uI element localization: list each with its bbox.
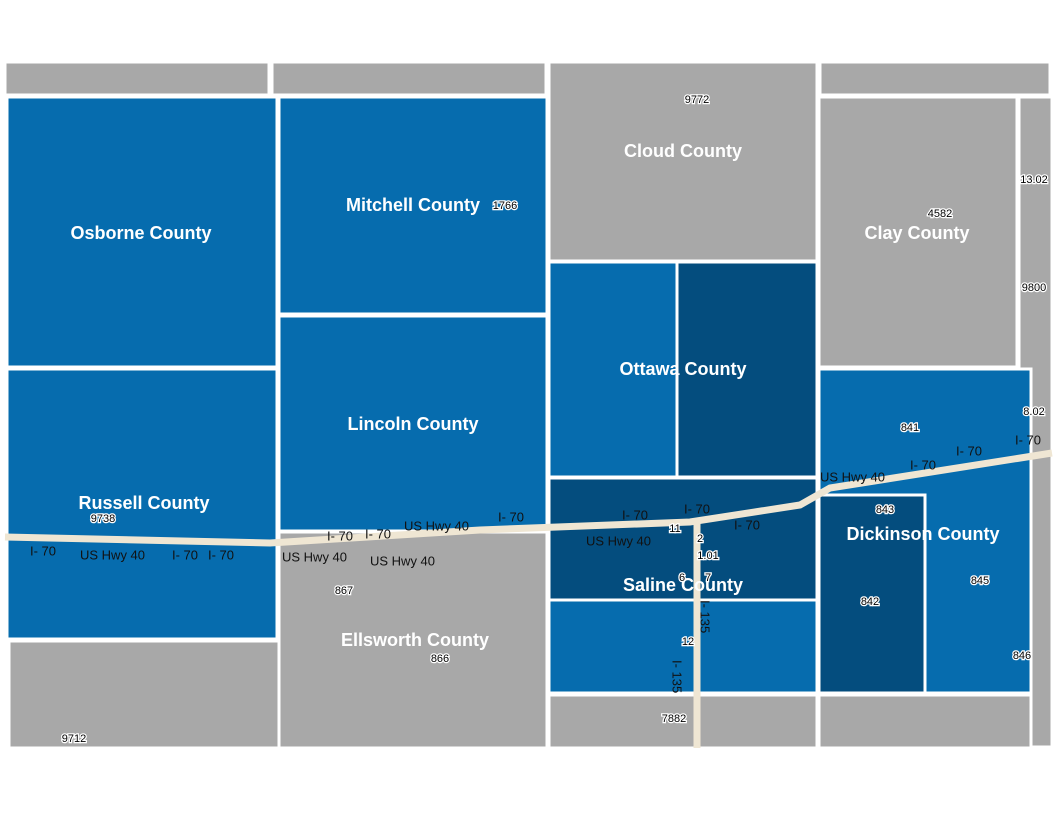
tract-label: 12 xyxy=(682,636,694,648)
county-area xyxy=(547,60,819,263)
tract-label: 9738 xyxy=(91,513,115,525)
road-label: US Hwy 40 xyxy=(586,533,651,548)
road-label: I- 70 xyxy=(498,509,524,524)
road-label: I- 70 xyxy=(208,547,234,562)
county-area xyxy=(7,639,281,750)
county-area xyxy=(818,60,1052,97)
county-label: Mitchell County xyxy=(346,195,480,215)
county-label: Ellsworth County xyxy=(341,630,489,650)
tract-label: 7882 xyxy=(662,713,686,725)
county-area xyxy=(277,95,549,316)
county-label: Lincoln County xyxy=(348,414,479,434)
county-shapes xyxy=(3,60,1054,750)
road-label: I- 70 xyxy=(327,528,353,543)
road-label: I- 70 xyxy=(1015,432,1041,447)
road-label: I- 70 xyxy=(365,526,391,541)
road-label: I- 135 xyxy=(698,600,713,633)
county-label: Saline County xyxy=(623,575,743,595)
tract-label: 6 xyxy=(679,572,685,584)
tract-label: 7 xyxy=(705,572,711,584)
tract-label: 2 xyxy=(697,533,703,545)
tract-label: 867 xyxy=(335,585,353,597)
county-label: Dickinson County xyxy=(846,524,999,544)
county-label: Clay County xyxy=(864,223,969,243)
road-label: I- 70 xyxy=(910,457,936,472)
road-label: US Hwy 40 xyxy=(404,518,469,533)
tract-label: 11 xyxy=(669,523,680,535)
county-label: Osborne County xyxy=(70,223,211,243)
county-area xyxy=(817,693,1033,750)
road-label: US Hwy 40 xyxy=(370,553,435,568)
county-area xyxy=(5,367,279,641)
county-area xyxy=(5,95,279,369)
tract-label: 845 xyxy=(971,575,989,587)
road-label: US Hwy 40 xyxy=(820,469,885,484)
tract-label: 1.01 xyxy=(697,550,718,562)
tract-label: 841 xyxy=(901,422,919,434)
road-labels: I- 70 US Hwy 40 I- 70 I- 70 US Hwy 40 US… xyxy=(30,432,1041,693)
road-label: US Hwy 40 xyxy=(282,549,347,564)
road-label: US Hwy 40 xyxy=(80,547,145,562)
road-label: I- 135 xyxy=(670,660,685,693)
county-area xyxy=(675,260,819,479)
county-area xyxy=(817,95,1019,369)
county-area xyxy=(817,493,927,695)
county-area xyxy=(547,476,819,602)
tract-label: 9712 xyxy=(62,733,86,745)
tract-label: 842 xyxy=(861,596,879,608)
roads xyxy=(4,449,1053,748)
county-area xyxy=(547,693,819,750)
tract-label: 13.02 xyxy=(1020,174,1048,186)
road-label: I- 70 xyxy=(172,547,198,562)
county-area xyxy=(270,60,548,97)
tract-label: 4582 xyxy=(928,208,952,220)
road-label: I- 70 xyxy=(684,501,710,516)
tract-label: 9772 xyxy=(685,94,709,106)
county-area xyxy=(3,60,271,97)
tract-label: 8.02 xyxy=(1023,406,1044,418)
tract-labels: 9772 13.02 4582 9800 8.02 841 843 845 84… xyxy=(61,93,1050,747)
tract-label: 866 xyxy=(431,653,449,665)
county-label: Russell County xyxy=(78,493,209,513)
tract-label: 9800 xyxy=(1022,282,1046,294)
county-label: Ottawa County xyxy=(619,359,746,379)
road-label: I- 70 xyxy=(30,543,56,558)
county-area xyxy=(277,530,549,750)
tract-label: 1766 xyxy=(493,200,517,212)
tract-label: 846 xyxy=(1013,650,1031,662)
road-label: I- 70 xyxy=(734,517,760,532)
road-label: I- 70 xyxy=(622,507,648,522)
county-labels: Osborne County Mitchell County Cloud Cou… xyxy=(70,141,999,650)
county-label: Cloud County xyxy=(624,141,742,161)
road-label: I- 70 xyxy=(956,443,982,458)
road xyxy=(4,449,1053,547)
tract-label: 843 xyxy=(876,504,894,516)
